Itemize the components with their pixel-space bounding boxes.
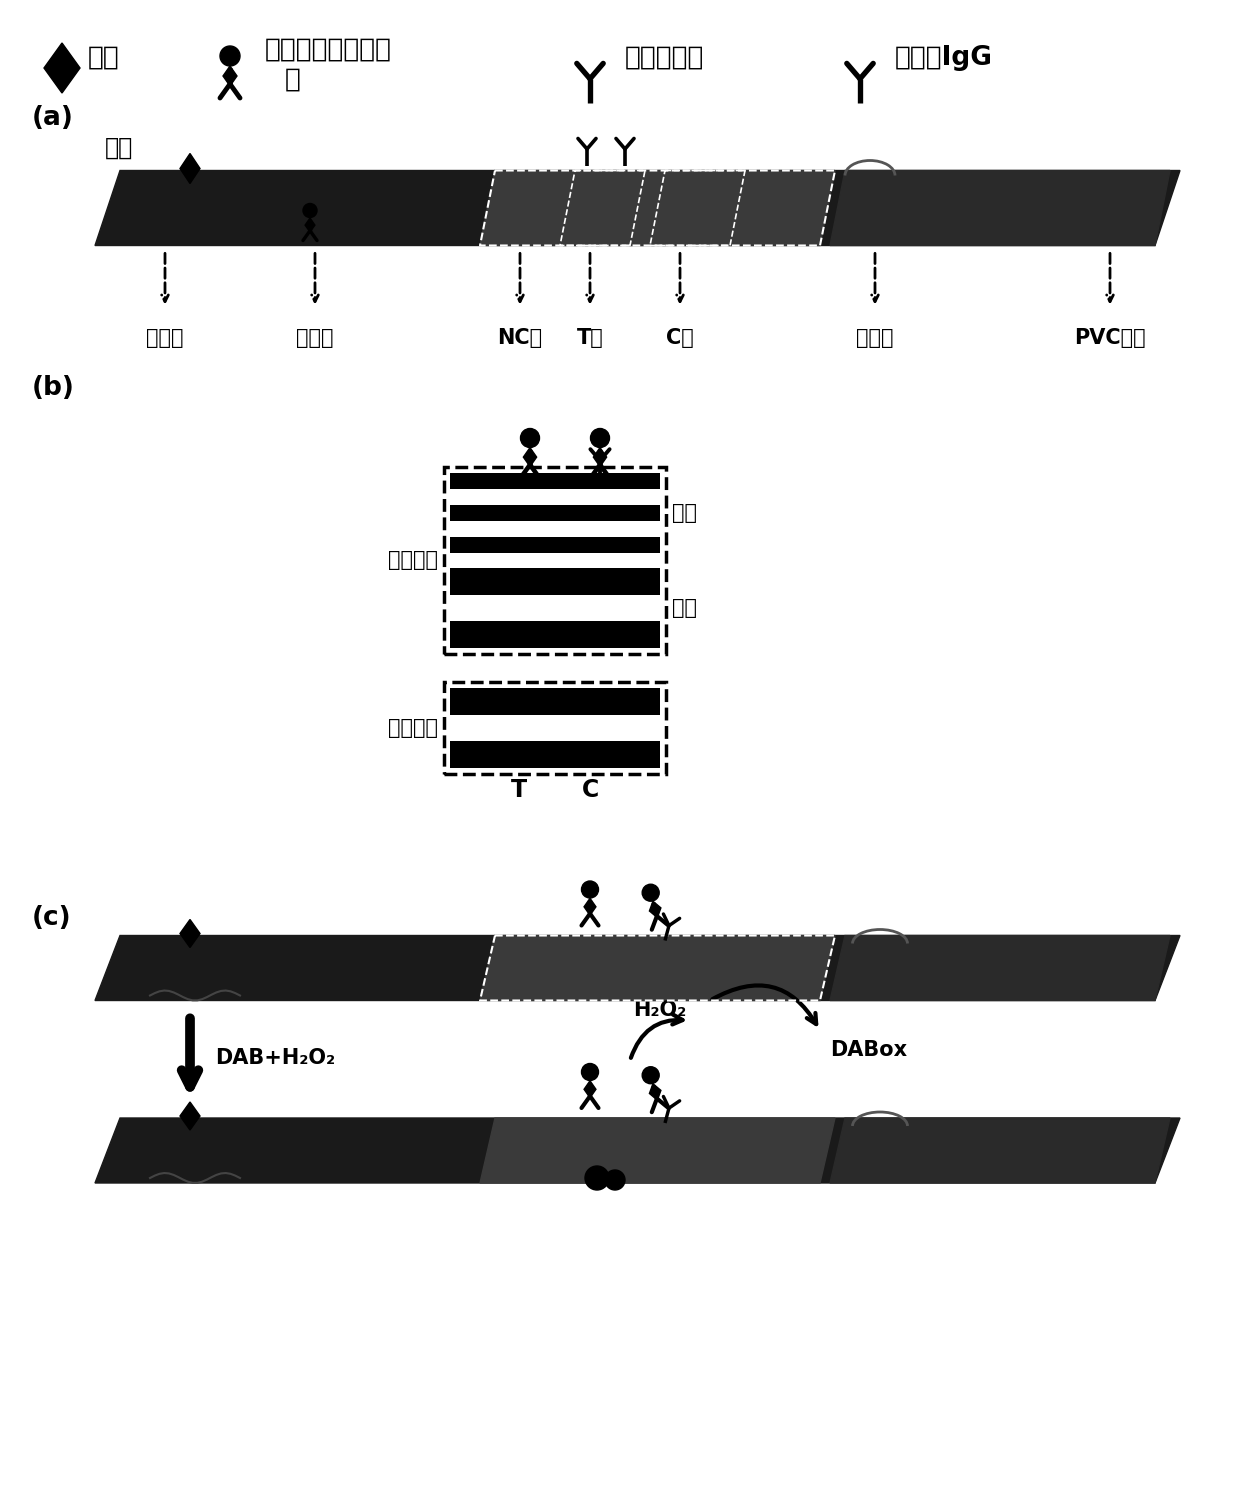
Bar <box>450 568 660 647</box>
Text: C线: C线 <box>666 327 694 348</box>
Text: (b): (b) <box>32 375 74 400</box>
Bar <box>450 537 660 554</box>
Text: 多克隆抗体: 多克隆抗体 <box>625 45 704 71</box>
Text: 阳性: 阳性 <box>672 598 697 618</box>
Circle shape <box>582 1064 599 1080</box>
Circle shape <box>642 1067 660 1083</box>
Polygon shape <box>480 936 835 1000</box>
Polygon shape <box>523 448 537 467</box>
Bar <box>450 741 660 768</box>
Polygon shape <box>223 65 237 86</box>
Polygon shape <box>95 171 1180 246</box>
Text: 阴性: 阴性 <box>672 503 697 522</box>
Text: DAB+H₂O₂: DAB+H₂O₂ <box>215 1048 335 1068</box>
Circle shape <box>303 204 317 217</box>
Text: DABox: DABox <box>830 1040 908 1061</box>
Polygon shape <box>480 1117 835 1183</box>
Polygon shape <box>95 1117 1180 1183</box>
Circle shape <box>590 429 610 448</box>
Circle shape <box>582 881 599 897</box>
Text: 羊抗鼠IgG: 羊抗鼠IgG <box>895 45 993 71</box>
Text: 有效结果: 有效结果 <box>388 551 438 570</box>
Circle shape <box>585 1167 609 1190</box>
Text: 结合垫: 结合垫 <box>296 327 334 348</box>
Text: 吸水纸: 吸水纸 <box>857 327 894 348</box>
Polygon shape <box>584 899 596 915</box>
Text: 针: 针 <box>285 67 301 92</box>
Bar <box>450 473 660 554</box>
Polygon shape <box>830 936 1171 1000</box>
Circle shape <box>219 46 241 65</box>
Polygon shape <box>180 920 200 948</box>
Polygon shape <box>594 448 606 467</box>
Text: T线: T线 <box>577 327 604 348</box>
Circle shape <box>605 1170 625 1190</box>
Text: (c): (c) <box>32 905 72 931</box>
Polygon shape <box>95 936 1180 1000</box>
Bar <box>450 622 660 647</box>
Text: PVC底板: PVC底板 <box>1074 327 1146 348</box>
Text: H₂O₂: H₂O₂ <box>634 1000 687 1021</box>
Text: T: T <box>511 778 527 802</box>
Polygon shape <box>480 171 835 246</box>
Bar <box>450 504 660 521</box>
Bar <box>450 687 660 768</box>
Text: 样品垫: 样品垫 <box>146 327 184 348</box>
Circle shape <box>521 429 539 448</box>
Polygon shape <box>43 43 81 92</box>
Polygon shape <box>830 171 1171 246</box>
Polygon shape <box>180 1103 200 1129</box>
Polygon shape <box>830 1117 1171 1183</box>
Text: 抗原: 抗原 <box>88 45 120 71</box>
Polygon shape <box>305 219 315 232</box>
Text: (a): (a) <box>32 106 74 131</box>
Bar <box>450 687 660 714</box>
Polygon shape <box>650 902 661 918</box>
Text: 样品: 样品 <box>105 135 133 161</box>
Bar <box>450 473 660 490</box>
Text: NC膜: NC膜 <box>497 327 543 348</box>
Polygon shape <box>584 1080 596 1098</box>
Text: 无效结果: 无效结果 <box>388 719 438 738</box>
Polygon shape <box>180 153 200 183</box>
Bar <box>450 568 660 595</box>
Text: C: C <box>582 778 599 802</box>
Text: 金磁纳米酶免疫探: 金磁纳米酶免疫探 <box>265 37 392 62</box>
Circle shape <box>642 884 660 902</box>
Polygon shape <box>650 1083 661 1100</box>
